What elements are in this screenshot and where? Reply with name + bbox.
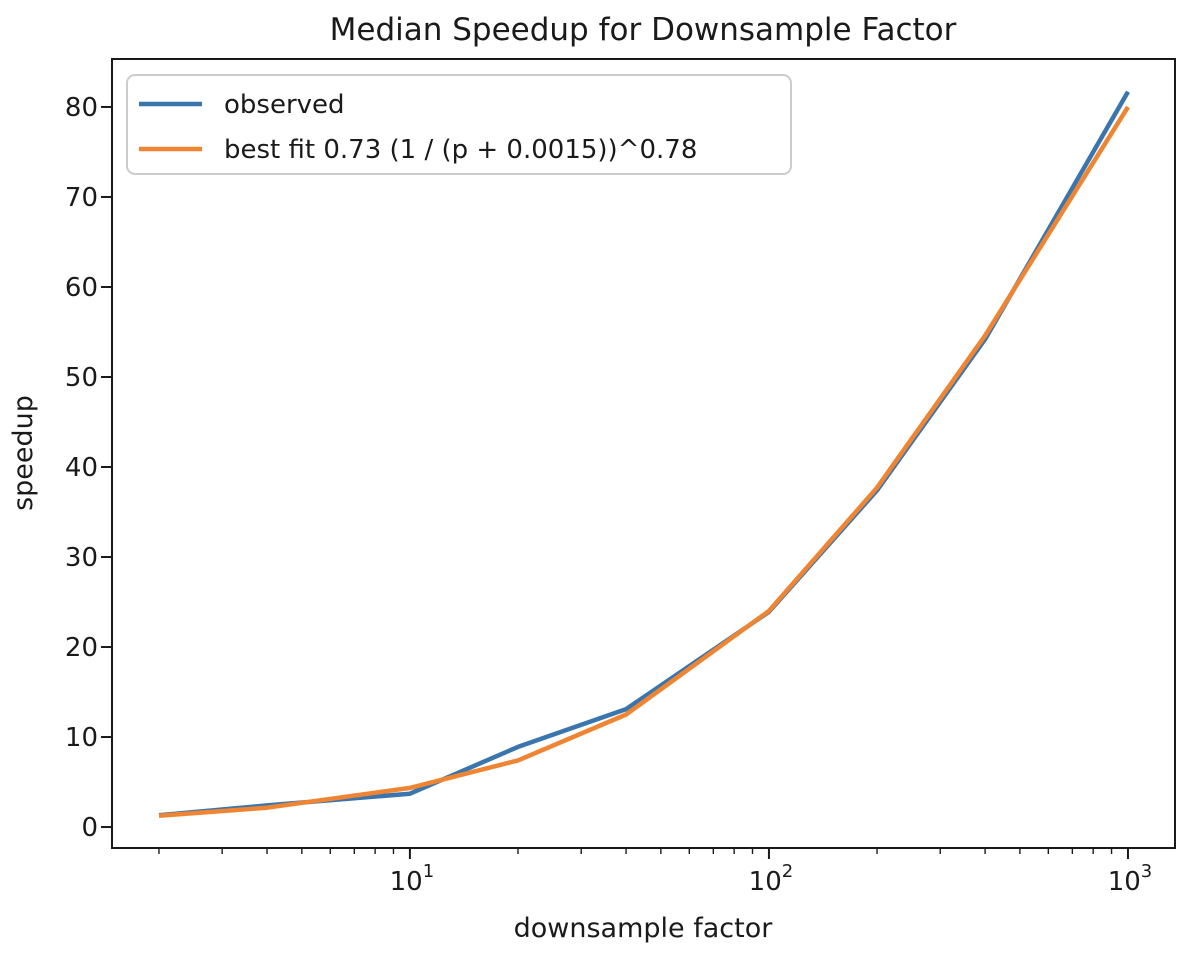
y-tick-label: 0	[81, 813, 98, 843]
x-axis-label: downsample factor	[514, 913, 774, 944]
data-series	[158, 90, 1130, 819]
chart-title: Median Speedup for Downsample Factor	[330, 12, 957, 48]
series-line-bestfit	[158, 105, 1130, 819]
y-tick-label: 10	[65, 723, 98, 753]
x-tick-label: 103	[1108, 861, 1153, 897]
series-line-observed	[158, 90, 1130, 818]
y-tick-label: 50	[65, 363, 98, 393]
y-tick-label: 80	[65, 93, 98, 123]
x-tick-label: 102	[749, 861, 794, 897]
y-tick-label: 40	[65, 453, 98, 483]
y-axis-label: speedup	[8, 395, 39, 511]
y-tick-label: 30	[65, 543, 98, 573]
x-tick-label: 101	[390, 861, 435, 897]
plot-frame	[111, 58, 1176, 849]
axis-ticks: 101 102 103 0 10 20 30 40 50 60 70 80	[65, 93, 1152, 897]
y-tick-label: 70	[65, 183, 98, 213]
legend-label-observed: observed	[224, 90, 345, 120]
y-tick-label: 60	[65, 273, 98, 303]
legend-label-bestfit: best fit 0.73 (1 / (p + 0.0015))^0.78	[224, 135, 697, 165]
legend-frame	[126, 74, 792, 175]
y-tick-label: 20	[65, 633, 98, 663]
legend: observed best fit 0.73 (1 / (p + 0.0015)…	[126, 74, 792, 175]
